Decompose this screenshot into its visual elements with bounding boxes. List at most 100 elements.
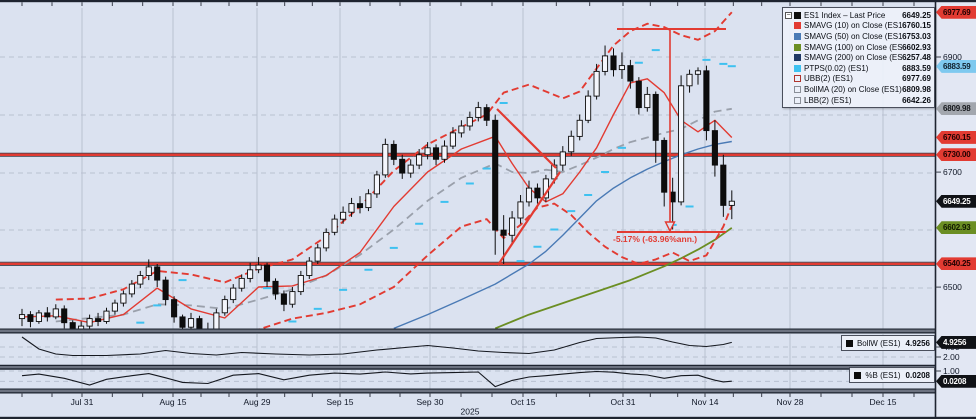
candle-body[interactable] bbox=[686, 73, 693, 87]
candle-body[interactable] bbox=[390, 143, 397, 160]
candle-body[interactable] bbox=[458, 125, 465, 134]
candle-body[interactable] bbox=[306, 260, 313, 276]
candle-body[interactable] bbox=[61, 308, 68, 324]
candle-body[interactable] bbox=[492, 119, 499, 231]
legend-row-smavg[interactable]: SMAVG (200) on Close (ES1) 6257.48 bbox=[785, 52, 931, 63]
candle-body[interactable] bbox=[263, 264, 271, 282]
candle-body[interactable] bbox=[289, 291, 296, 305]
candle-body[interactable] bbox=[179, 316, 186, 328]
candle-body[interactable] bbox=[238, 277, 245, 289]
candle-body[interactable] bbox=[373, 174, 380, 195]
candle-body[interactable] bbox=[221, 299, 228, 314]
candle-body[interactable] bbox=[340, 211, 347, 220]
candle-body[interactable] bbox=[52, 308, 59, 318]
candle-body[interactable] bbox=[424, 147, 431, 156]
candle-body[interactable] bbox=[95, 318, 102, 322]
candle-body[interactable] bbox=[213, 312, 220, 330]
pctb-swatch-icon bbox=[854, 371, 862, 379]
candle-body[interactable] bbox=[365, 193, 372, 209]
candle-body[interactable] bbox=[568, 135, 575, 153]
trendline[interactable] bbox=[496, 108, 557, 169]
candle-body[interactable] bbox=[137, 275, 144, 285]
candle-body[interactable] bbox=[635, 80, 642, 109]
candle-body[interactable] bbox=[678, 85, 685, 203]
candle-body[interactable] bbox=[171, 299, 178, 318]
legend-row-smavg[interactable]: SMAVG (10) on Close (ES1) 6760.15 bbox=[785, 21, 931, 32]
candle-body[interactable] bbox=[585, 95, 592, 121]
candle-body[interactable] bbox=[162, 279, 169, 301]
candle-body[interactable] bbox=[441, 145, 448, 160]
candle-body[interactable] bbox=[356, 203, 364, 209]
candle-body[interactable] bbox=[559, 151, 566, 166]
candle-body[interactable] bbox=[78, 325, 85, 334]
candle-body[interactable] bbox=[576, 119, 583, 137]
pctb-legend[interactable]: %B (ES1) 0.0208 bbox=[849, 367, 935, 383]
legend-row-smavg[interactable]: SMAVG (50) on Close (ES1) 6753.03 bbox=[785, 31, 931, 42]
candle-body[interactable] bbox=[314, 247, 321, 262]
y-axis-label: 6500 bbox=[943, 282, 962, 292]
candle-body[interactable] bbox=[475, 107, 482, 118]
candle-body[interactable] bbox=[601, 55, 609, 72]
bollw-line bbox=[21, 336, 732, 357]
candle-body[interactable] bbox=[618, 65, 625, 71]
candle-body[interactable] bbox=[230, 287, 237, 301]
candle-body[interactable] bbox=[255, 264, 262, 271]
candle-body[interactable] bbox=[534, 187, 541, 199]
candle-body[interactable] bbox=[247, 269, 254, 279]
candle-body[interactable] bbox=[27, 314, 34, 322]
candle-body[interactable] bbox=[703, 70, 710, 132]
candle-body[interactable] bbox=[348, 203, 355, 213]
candle-body[interactable] bbox=[120, 293, 127, 304]
candle-body[interactable] bbox=[103, 310, 110, 322]
candle-body[interactable] bbox=[517, 201, 524, 219]
candle-body[interactable] bbox=[111, 302, 118, 312]
candle-body[interactable] bbox=[416, 154, 423, 166]
candle-body[interactable] bbox=[280, 293, 287, 305]
candle-body[interactable] bbox=[509, 217, 516, 236]
candle-body[interactable] bbox=[86, 318, 93, 327]
candle-body[interactable] bbox=[728, 200, 735, 206]
candle-body[interactable] bbox=[652, 93, 659, 141]
candle-body[interactable] bbox=[196, 318, 203, 335]
candle-body[interactable] bbox=[661, 139, 668, 193]
candle-body[interactable] bbox=[331, 218, 338, 233]
candle-body[interactable] bbox=[272, 280, 279, 295]
candle-body[interactable] bbox=[145, 266, 152, 276]
candle-body[interactable] bbox=[483, 107, 490, 121]
legend-row-smavg[interactable]: SMAVG (100) on Close (ES1) 6602.93 bbox=[785, 42, 931, 53]
candle-body[interactable] bbox=[644, 93, 651, 109]
indicator-legend[interactable]: − ES1 Index – Last Price 6649.25 SMAVG (10)… bbox=[782, 7, 935, 109]
candle-body[interactable] bbox=[187, 318, 195, 328]
candle-body[interactable] bbox=[694, 70, 702, 75]
candle-body[interactable] bbox=[500, 229, 507, 236]
candle-body[interactable] bbox=[128, 283, 135, 295]
legend-row-ubb2[interactable]: UBB(2) (ES1) 6977.69 bbox=[785, 74, 931, 85]
candle-body[interactable] bbox=[407, 164, 414, 174]
candle-body[interactable] bbox=[711, 130, 718, 166]
candle-body[interactable] bbox=[610, 55, 617, 71]
candle-body[interactable] bbox=[323, 231, 330, 249]
candle-body[interactable] bbox=[399, 158, 406, 174]
candle-body[interactable] bbox=[297, 275, 304, 293]
legend-row-es1[interactable]: − ES1 Index – Last Price 6649.25 bbox=[785, 10, 931, 21]
candle-body[interactable] bbox=[154, 266, 161, 281]
candle-body[interactable] bbox=[627, 65, 634, 82]
candle-body[interactable] bbox=[382, 143, 389, 176]
candle-body[interactable] bbox=[525, 187, 533, 203]
candle-body[interactable] bbox=[449, 132, 456, 147]
bollw-legend[interactable]: BollW (ES1) 4.9256 bbox=[840, 335, 935, 351]
candle-body[interactable] bbox=[44, 312, 51, 318]
legend-row-bollma[interactable]: BollMA (20) on Close (ES1) 6809.98 bbox=[785, 84, 931, 95]
trendline[interactable] bbox=[497, 171, 561, 266]
candle-body[interactable] bbox=[35, 312, 42, 322]
legend-row-lbb2[interactable]: LBB(2) (ES1) 6642.26 bbox=[785, 95, 931, 106]
legend-collapse-icon[interactable]: − bbox=[785, 11, 792, 19]
candle-body[interactable] bbox=[720, 164, 727, 206]
legend-row-ptps002[interactable]: PTPS(0.02) (ES1) 6883.59 bbox=[785, 63, 931, 74]
candle-body[interactable] bbox=[69, 322, 76, 335]
candle-body[interactable] bbox=[432, 147, 440, 160]
candle-body[interactable] bbox=[466, 116, 473, 127]
candle-body[interactable] bbox=[18, 314, 26, 320]
candle-body[interactable] bbox=[593, 70, 600, 97]
